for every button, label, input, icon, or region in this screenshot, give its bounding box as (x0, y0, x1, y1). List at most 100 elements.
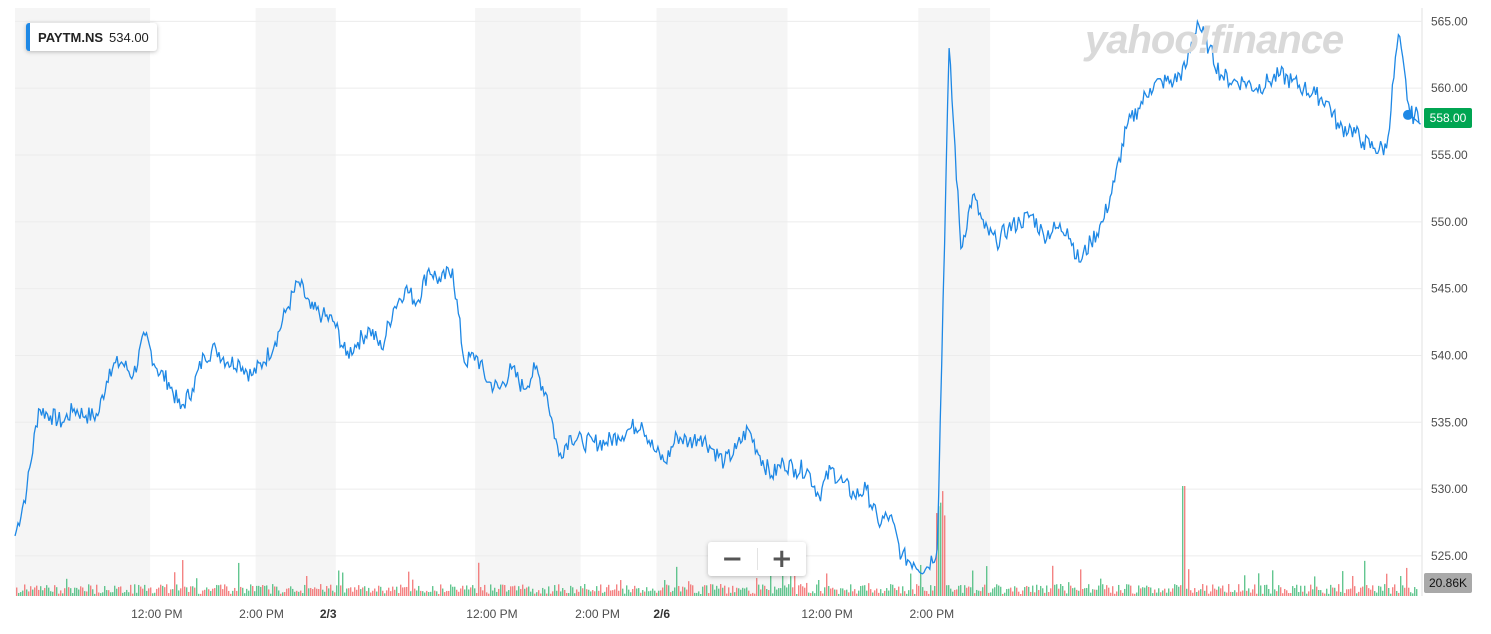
volume-bar (1122, 592, 1124, 596)
volume-bar (52, 591, 54, 596)
volume-bar (554, 585, 556, 596)
volume-bar (1114, 593, 1116, 596)
volume-bar (1086, 587, 1088, 596)
volume-bar (536, 592, 538, 596)
volume-bar (168, 593, 170, 596)
volume-bar (1014, 586, 1016, 596)
volume-bar (98, 592, 100, 596)
volume-bar (156, 588, 158, 596)
volume-bar (906, 593, 908, 596)
volume-bar (108, 590, 110, 596)
legend-box[interactable]: PAYTM.NS 534.00 (26, 23, 157, 51)
volume-bar (602, 592, 604, 596)
y-tick-label: 545.00 (1431, 282, 1468, 296)
volume-bars (16, 486, 1418, 596)
volume-bar (866, 590, 868, 596)
volume-bar (1312, 589, 1314, 596)
volume-bar (242, 587, 244, 596)
volume-bar (86, 591, 88, 596)
volume-bar (94, 593, 96, 596)
volume-bar (620, 580, 622, 596)
volume-bar (462, 585, 464, 596)
volume-bar (326, 586, 328, 596)
volume-bar (62, 593, 64, 596)
volume-bar (874, 590, 876, 596)
volume-bar (1178, 586, 1180, 596)
volume-bar (1354, 586, 1356, 596)
volume-bar (598, 590, 600, 596)
volume-bar (386, 590, 388, 596)
volume-bar (1106, 585, 1108, 596)
current-price-tag: 558.00 (1424, 108, 1472, 128)
volume-bar (274, 586, 276, 596)
zoom-in-button[interactable]: + (758, 542, 807, 576)
volume-bar (40, 586, 42, 596)
volume-bar (970, 587, 972, 596)
volume-bar (1128, 584, 1130, 596)
volume-bar (792, 587, 794, 596)
volume-bar (494, 587, 496, 596)
volume-bar (836, 589, 838, 596)
volume-bar (306, 576, 308, 596)
volume-bar (638, 588, 640, 596)
volume-bar (112, 592, 114, 596)
volume-bar (1186, 588, 1188, 596)
volume-bar (50, 591, 52, 596)
volume-bar (1044, 592, 1046, 596)
volume-bar (1300, 585, 1302, 596)
volume-bar (928, 593, 930, 596)
volume-bar (1414, 587, 1416, 596)
x-axis-ticks: 12:00 PM 2:00 PM 2/3 12:00 PM 2:00 PM 2/6 12:0… (131, 607, 954, 621)
volume-bar (276, 586, 278, 596)
volume-bar (32, 589, 34, 596)
volume-bar (520, 588, 522, 596)
zoom-out-button[interactable]: − (708, 542, 757, 576)
volume-bar (406, 586, 408, 596)
y-tick-label: 525.00 (1431, 549, 1468, 563)
volume-bar (212, 588, 214, 596)
volume-bar (400, 584, 402, 596)
volume-bar (364, 586, 366, 596)
volume-bar (1184, 486, 1186, 596)
session-bands (15, 8, 991, 596)
volume-bar (370, 592, 372, 596)
session-band (475, 8, 581, 596)
volume-bar (1284, 588, 1286, 596)
volume-bar (610, 590, 612, 596)
volume-bar (344, 592, 346, 596)
volume-bar (1244, 575, 1246, 596)
volume-bar (1346, 589, 1348, 596)
volume-bar (1356, 593, 1358, 596)
y-tick-label: 535.00 (1431, 415, 1468, 429)
volume-bar (48, 587, 50, 596)
volume-bar (614, 589, 616, 596)
volume-bar (256, 585, 258, 596)
volume-bar (980, 591, 982, 596)
volume-bar (238, 562, 240, 596)
volume-bar (712, 584, 714, 596)
volume-bar (1088, 584, 1090, 596)
legend-color-bar (26, 23, 30, 51)
volume-bar (148, 588, 150, 596)
volume-bar (174, 572, 176, 596)
volume-bar (236, 590, 238, 596)
volume-bar (220, 584, 222, 596)
volume-bar (264, 585, 266, 596)
volume-bar (890, 584, 892, 596)
volume-bar (808, 592, 810, 596)
volume-bar (786, 587, 788, 596)
volume-bar (320, 584, 322, 596)
volume-bar (126, 589, 128, 596)
volume-bar (1324, 593, 1326, 596)
volume-bar (24, 584, 26, 596)
volume-bar (1406, 567, 1408, 596)
volume-bar (246, 588, 248, 596)
volume-bar (992, 588, 994, 596)
volume-bar (360, 589, 362, 596)
volume-bar (302, 593, 304, 596)
volume-bar (338, 570, 340, 596)
y-axis-ticks: 565.00 560.00 555.00 550.00 545.00 540.00 535.… (1431, 14, 1468, 563)
volume-bar (1046, 585, 1048, 596)
volume-bar (240, 586, 242, 596)
